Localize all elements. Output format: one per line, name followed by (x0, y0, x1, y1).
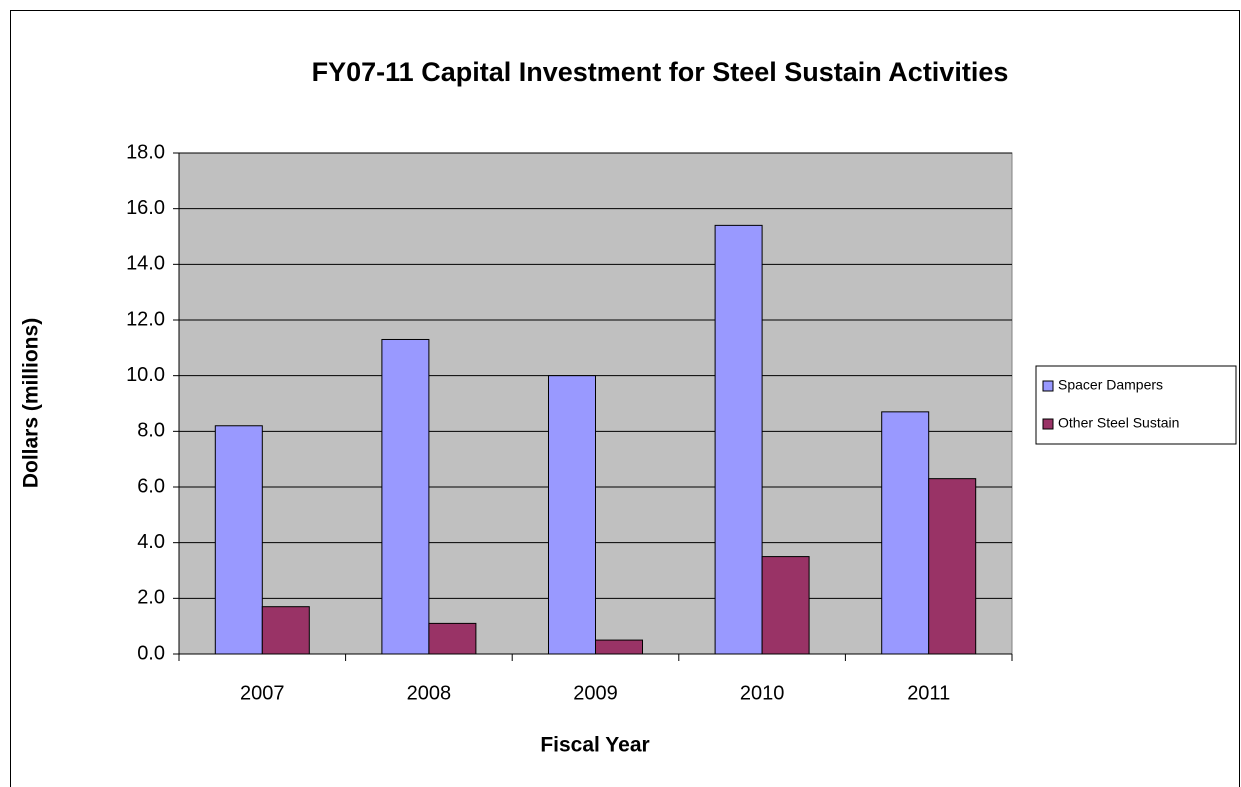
bar (428, 622, 477, 655)
bar (548, 375, 596, 655)
y-tick-label: 6.0 (137, 475, 165, 497)
bar (928, 478, 977, 655)
y-tick-label: 12.0 (126, 308, 165, 330)
chart-title: FY07-11 Capital Investment for Steel Sus… (312, 57, 1009, 87)
y-tick-label: 0.0 (137, 642, 165, 664)
bar (714, 224, 763, 655)
legend-swatch (1042, 418, 1054, 430)
bar (261, 606, 310, 655)
legend-swatch (1042, 380, 1054, 392)
x-tick-label: 2011 (907, 682, 950, 704)
bar (595, 639, 643, 655)
bar (761, 556, 810, 655)
y-tick-label: 16.0 (126, 197, 165, 219)
bar (214, 425, 263, 655)
y-tick-label: 2.0 (137, 587, 165, 609)
y-tick-label: 4.0 (137, 531, 165, 553)
y-tick-label: 10.0 (126, 364, 165, 386)
legend-box (1035, 365, 1237, 445)
bar (381, 338, 430, 655)
x-tick-label: 2009 (573, 682, 618, 704)
x-tick-label: 2007 (240, 682, 285, 704)
x-tick-label: 2008 (407, 682, 452, 704)
legend-label: Spacer Dampers (1058, 377, 1163, 393)
y-axis-label: Dollars (millions) (20, 318, 43, 488)
legend-label: Other Steel Sustain (1058, 415, 1179, 431)
bar (881, 411, 930, 655)
y-tick-label: 18.0 (126, 141, 165, 163)
y-tick-label: 8.0 (137, 420, 165, 442)
y-tick-label: 14.0 (126, 253, 165, 275)
x-axis-label: Fiscal Year (540, 734, 649, 757)
x-tick-label: 2010 (740, 682, 785, 704)
